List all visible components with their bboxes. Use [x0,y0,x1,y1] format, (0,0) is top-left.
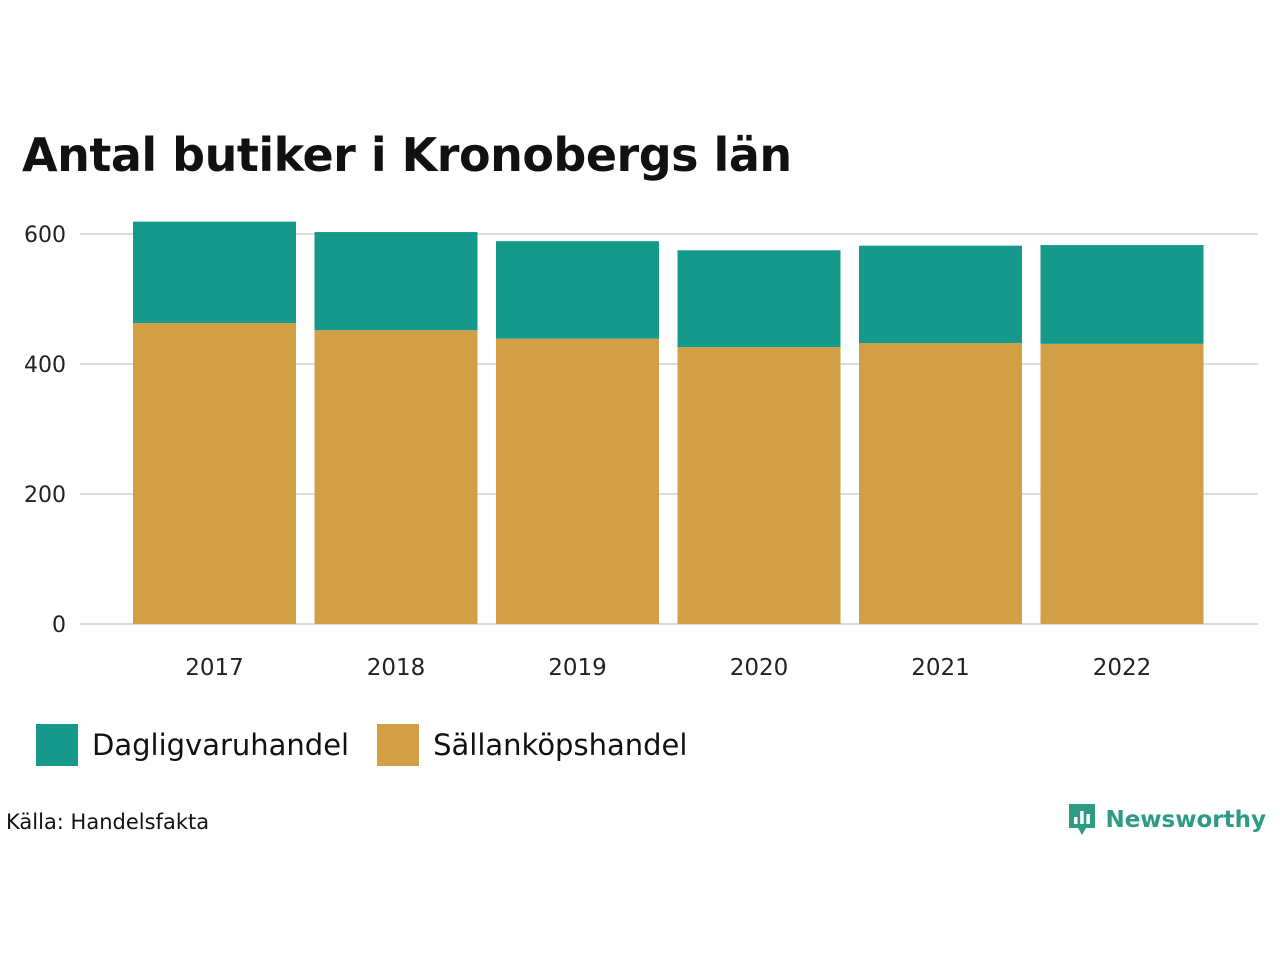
legend-swatch-dagligvaruhandel [36,724,78,766]
x-tick-label: 2018 [367,655,426,681]
x-tick-label: 2022 [1093,655,1152,681]
y-tick-label: 400 [24,353,66,378]
bars [133,221,1204,624]
legend-swatch-sallankopshandel [377,724,420,766]
bar-2018-dagligvaruhandel [314,232,478,331]
bar-2018-sallankopshandel [314,330,478,624]
x-tick-label: 2017 [185,655,244,681]
bar-2017-sallankopshandel [133,323,296,624]
bar-2019-dagligvaruhandel [496,241,659,339]
legend: Dagligvaruhandel Sällanköpshandel [36,724,715,766]
bar-2017-dagligvaruhandel [133,221,296,324]
bar-2019-sallankopshandel [496,338,659,624]
chart-title: Antal butiker i Kronobergs län [22,128,792,182]
legend-item-sallankopshandel: Sällanköpshandel [377,724,687,766]
newsworthy-logo-icon [1069,804,1096,835]
axis-labels: 0 200 400 600 2017 2018 2019 2020 2021 2022 [24,223,1151,681]
legend-item-dagligvaruhandel: Dagligvaruhandel [36,724,349,766]
legend-label-sallankopshandel: Sällanköpshandel [433,728,688,762]
x-tick-label: 2021 [911,655,970,681]
source-note: Källa: Handelsfakta [6,810,210,834]
bar-2021-dagligvaruhandel [859,245,1022,344]
y-tick-label: 0 [52,613,66,638]
brand-name: Newsworthy [1105,807,1266,833]
legend-label-dagligvaruhandel: Dagligvaruhandel [92,728,350,762]
bar-2022-dagligvaruhandel [1040,245,1204,344]
y-tick-label: 600 [24,223,66,248]
bar-2022-sallankopshandel [1040,343,1204,624]
brand-logo: Newsworthy [1067,802,1266,838]
bar-2020-dagligvaruhandel [677,250,841,348]
x-tick-label: 2020 [730,655,789,681]
bar-2020-sallankopshandel [677,347,841,624]
y-tick-label: 200 [24,483,66,508]
x-tick-label: 2019 [548,655,607,681]
bar-2021-sallankopshandel [859,343,1022,624]
stacked-bar-chart: 0 200 400 600 2017 2018 2019 2020 2021 2022 [24,221,1258,681]
